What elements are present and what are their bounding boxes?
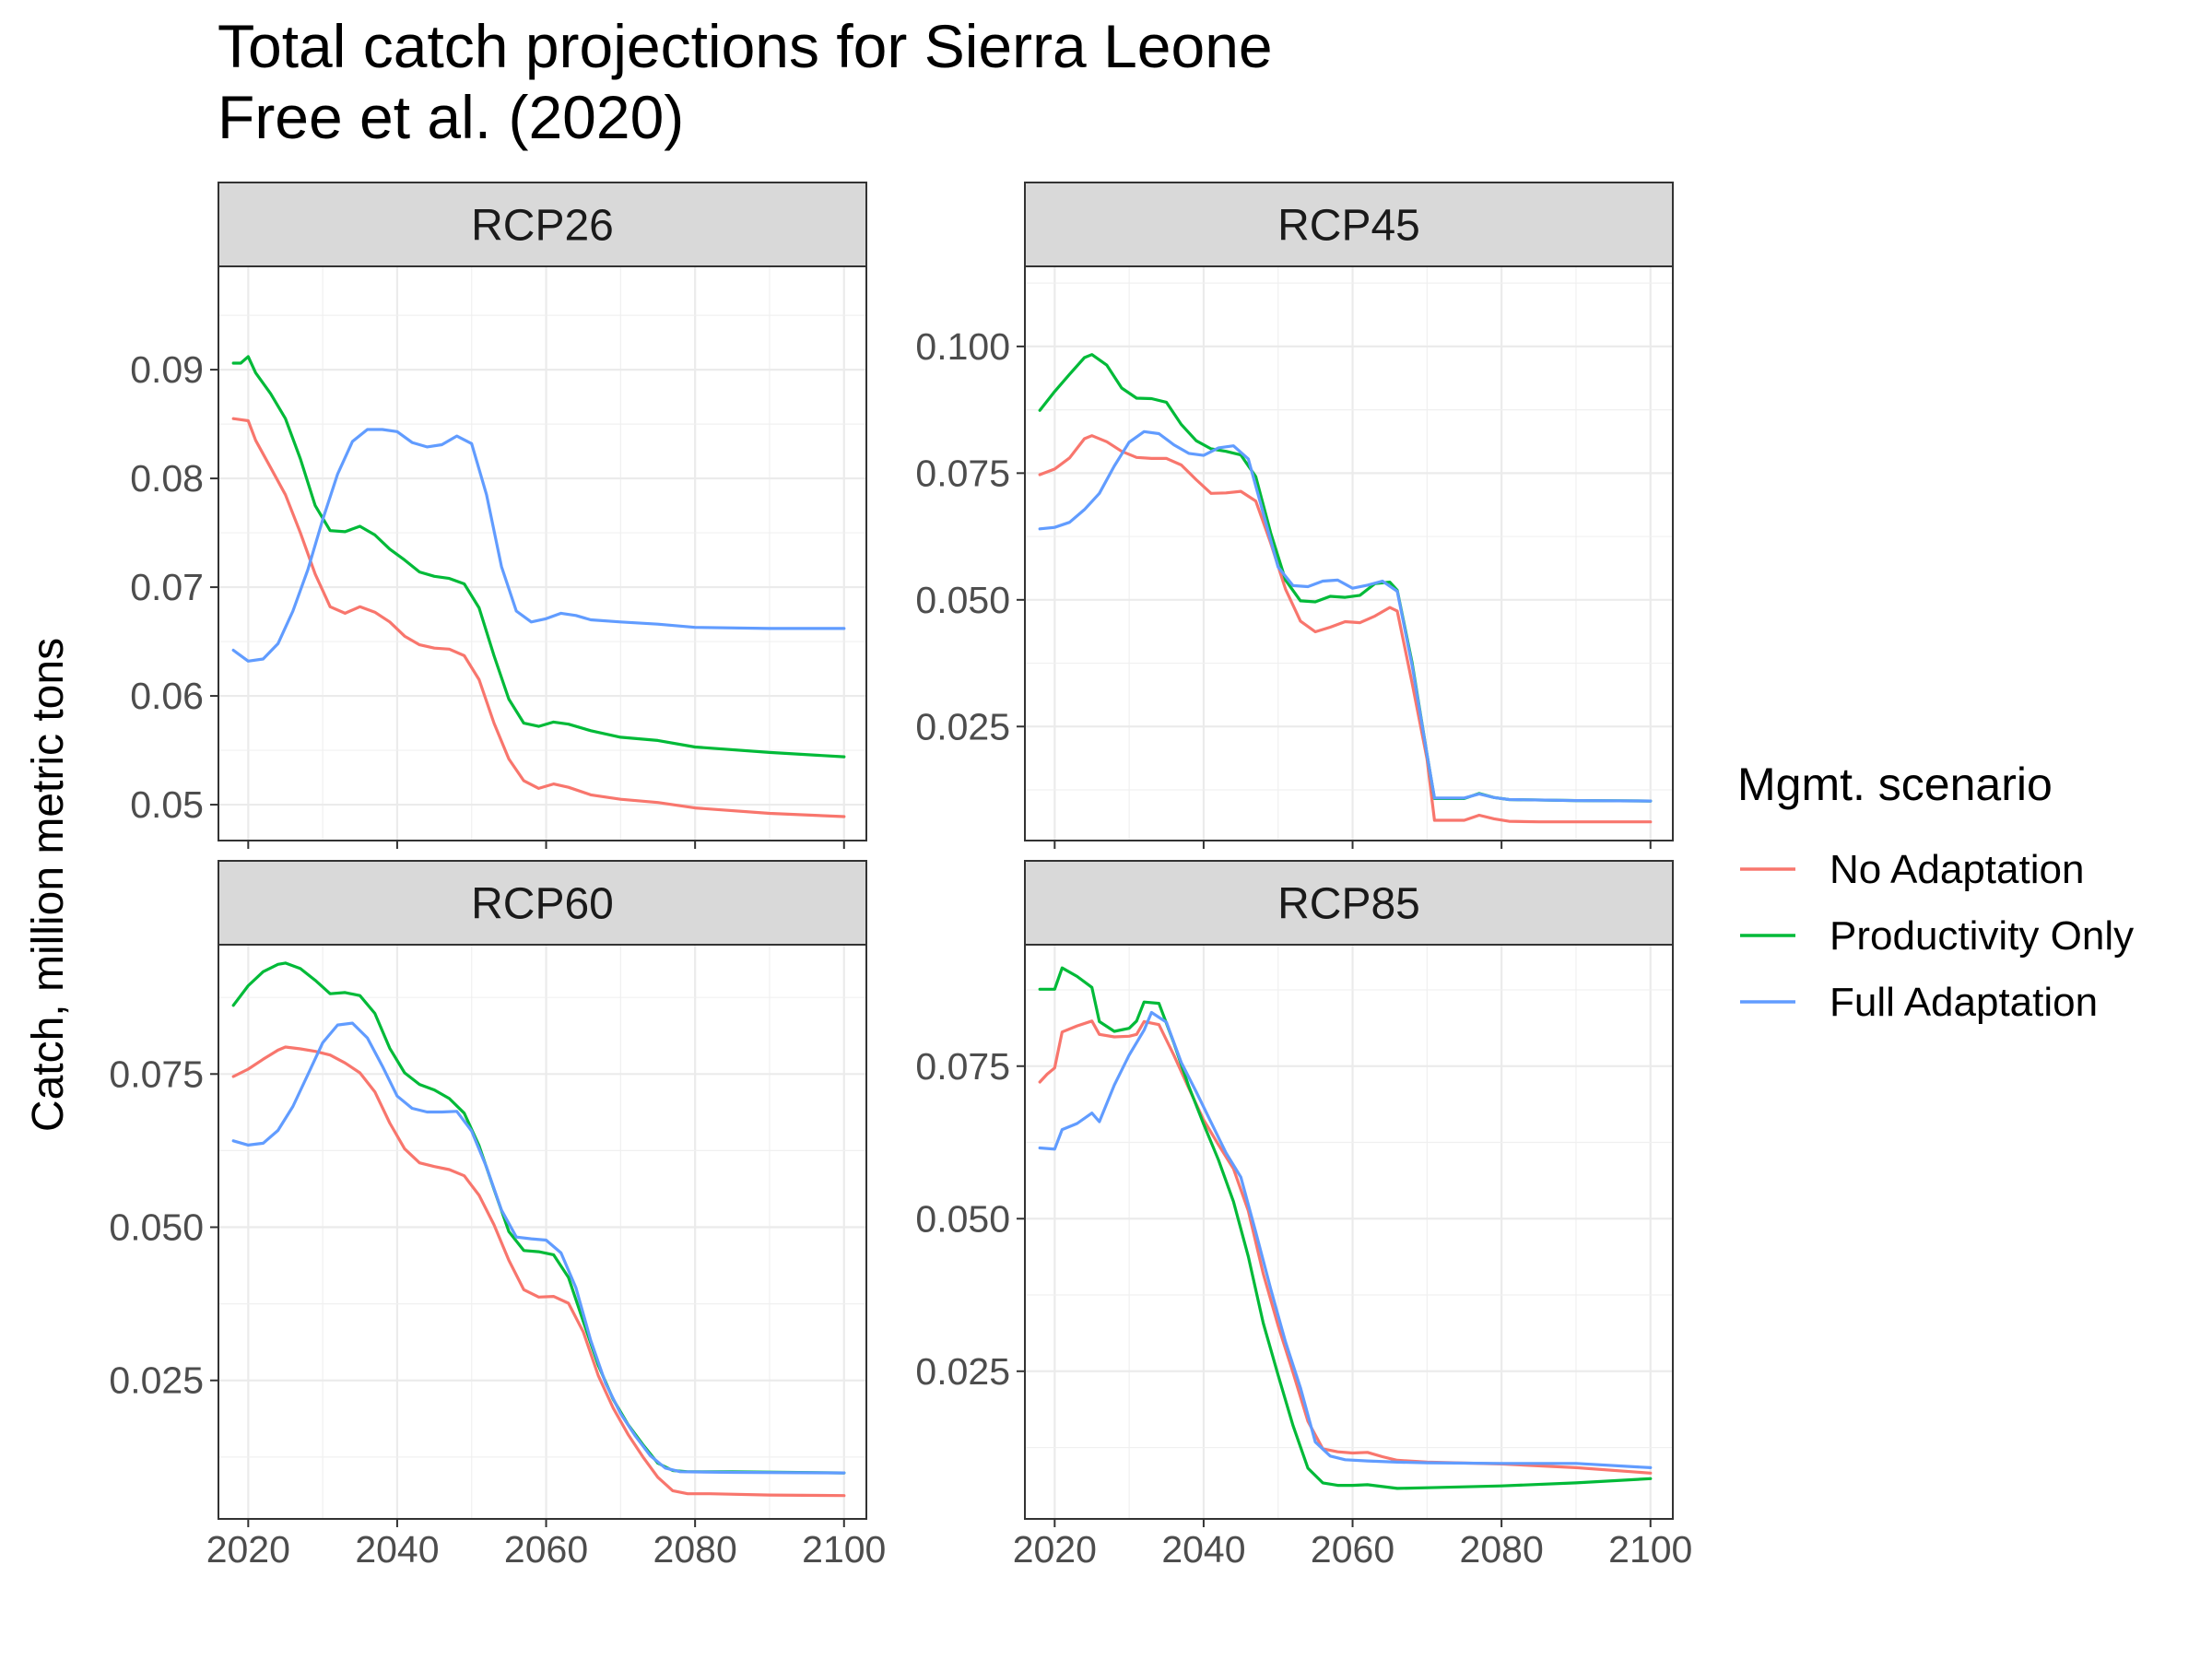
legend-item: No Adaptation (1740, 847, 2084, 892)
x-tick-label: 2020 (206, 1528, 290, 1571)
x-tick-label: 2020 (1013, 1528, 1097, 1571)
y-tick-label: 0.050 (915, 1197, 1010, 1240)
y-tick-label: 0.08 (130, 457, 204, 500)
y-tick-label: 0.075 (915, 452, 1010, 494)
facet-strip-label: RCP85 (1277, 880, 1420, 929)
panels: RCP26 0.05 0.06 0.07 0.08 0.09 RCP45 0.025 0.050… (109, 182, 1692, 1571)
panel-rcp26: RCP26 0.05 0.06 0.07 0.08 0.09 (130, 182, 867, 849)
x-tick-label: 2080 (1460, 1528, 1544, 1571)
legend-label: Productivity Only (1830, 913, 2134, 959)
legend-item: Productivity Only (1740, 913, 2134, 959)
facet-strip-label: RCP26 (471, 202, 614, 251)
panel-border (218, 944, 867, 1520)
y-tick-label: 0.075 (109, 1053, 204, 1095)
y-tick-label: 0.025 (109, 1359, 204, 1402)
series-line-full-adaptation (231, 1021, 846, 1475)
x-tick-label: 2040 (1161, 1528, 1245, 1571)
series-line-productivity-only (231, 355, 846, 759)
y-tick-label: 0.09 (130, 348, 204, 391)
y-tick-label: 0.07 (130, 566, 204, 608)
facet-strip-label: RCP60 (471, 880, 614, 929)
y-tick-label: 0.06 (130, 675, 204, 717)
legend-label: No Adaptation (1830, 847, 2084, 892)
panel-background (1025, 945, 1673, 1519)
series-line-full-adaptation (1038, 1010, 1653, 1469)
series-line-productivity-only (1038, 966, 1653, 1490)
x-tick-label: 2080 (653, 1528, 737, 1571)
x-tick-label: 2040 (355, 1528, 439, 1571)
panel-background (1025, 266, 1673, 841)
y-tick-label: 0.050 (915, 579, 1010, 621)
series-line-full-adaptation (231, 428, 846, 663)
facet-strip-label: RCP45 (1277, 202, 1420, 251)
chart-subtitle: Free et al. (2020) (218, 83, 684, 151)
panel-border (218, 265, 867, 841)
y-tick-label: 0.100 (915, 325, 1010, 368)
chart-title: Total catch projections for Sierra Leone (218, 12, 1273, 80)
series-line-no-adaptation (1038, 1019, 1653, 1475)
y-axis-label: Catch, million metric tons (24, 638, 73, 1132)
x-tick-label: 2100 (1608, 1528, 1692, 1571)
panel-border (1024, 944, 1674, 1520)
x-tick-label: 2100 (802, 1528, 886, 1571)
series-line-no-adaptation (231, 1045, 846, 1498)
panel-rcp60: RCP60 0.025 0.050 0.075 2020 2040 2060 2080 2100 (109, 860, 886, 1571)
series-line-no-adaptation (231, 417, 846, 818)
legend-item: Full Adaptation (1740, 980, 2098, 1025)
panel-background (218, 266, 866, 841)
y-tick-label: 0.025 (915, 1350, 1010, 1393)
x-tick-label: 2060 (1311, 1528, 1394, 1571)
panel-rcp45: RCP45 0.025 0.050 0.075 0.100 (915, 182, 1674, 849)
panel-rcp85: RCP85 0.025 0.050 0.075 2020 2040 2060 2080 2100 (915, 860, 1692, 1571)
series-line-no-adaptation (1038, 434, 1653, 824)
x-tick-label: 2060 (504, 1528, 588, 1571)
legend-title: Mgmt. scenario (1737, 759, 2053, 810)
legend: Mgmt. scenario No Adaptation Productivity… (1737, 759, 2134, 1025)
y-tick-label: 0.05 (130, 783, 204, 826)
panel-border (1024, 265, 1674, 841)
y-tick-label: 0.050 (109, 1206, 204, 1249)
series-line-full-adaptation (1038, 429, 1653, 803)
legend-label: Full Adaptation (1830, 980, 2098, 1025)
facet-strip (218, 182, 867, 267)
y-tick-label: 0.025 (915, 705, 1010, 747)
y-tick-label: 0.075 (915, 1045, 1010, 1088)
